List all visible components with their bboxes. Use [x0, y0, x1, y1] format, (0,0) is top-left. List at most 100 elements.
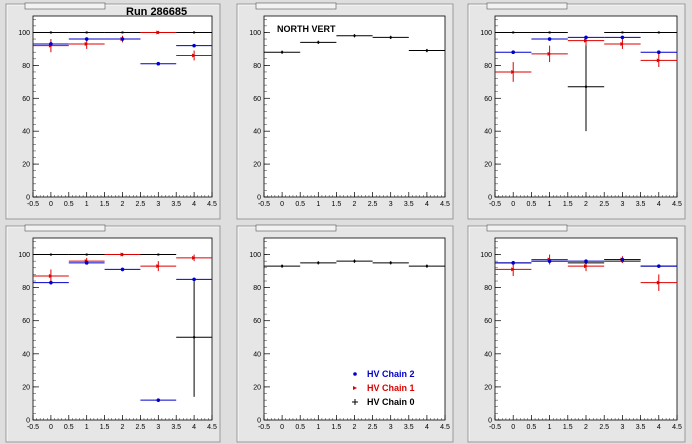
legend: HV Chain 2 HV Chain 1 HV Chain 0: [352, 369, 415, 407]
data-point: [85, 31, 88, 34]
data-point: [657, 50, 661, 54]
legend-entry-3: HV Chain 0: [352, 397, 415, 407]
legend-marker: [353, 372, 357, 376]
x-tick-label: 2: [353, 424, 357, 431]
y-tick-label: 0: [257, 195, 261, 202]
x-tick-label: 2: [121, 201, 125, 208]
data-point: [425, 49, 428, 52]
data-point: [584, 35, 588, 40]
x-tick-label: 3: [620, 424, 624, 431]
series-hv-chain-2: [495, 257, 677, 268]
x-tick-label: 4: [192, 201, 196, 208]
y-tick-label: 20: [253, 384, 261, 391]
x-tick-label: 2.5: [136, 424, 146, 431]
x-tick-label: 0: [49, 424, 53, 431]
y-tick-label: 100: [249, 30, 261, 37]
x-tick-label: 1.5: [100, 201, 110, 208]
data-point: [156, 264, 161, 269]
data-point: [584, 259, 588, 263]
y-tick-label: 40: [253, 351, 261, 358]
plot-area: [32, 237, 213, 421]
x-axis: -0.5 0 0.5 1 1.5 2 2.5 3 3.5 4 4.5: [489, 192, 682, 208]
y-tick-label: 0: [26, 195, 30, 202]
x-tick-label: 0: [280, 201, 284, 208]
data-point: [585, 85, 587, 88]
x-tick-label: 2.5: [368, 201, 378, 208]
plot-area: [263, 237, 446, 421]
data-point: [193, 31, 196, 34]
x-tick-label: 2: [121, 424, 125, 431]
x-tick-label: 1: [548, 424, 552, 431]
y-tick-label: 80: [253, 285, 261, 292]
y-tick-label: 80: [22, 63, 30, 70]
y-tick-label: 100: [480, 252, 492, 259]
legend-label: HV Chain 0: [367, 397, 415, 407]
legend-entry-1: HV Chain 2: [353, 369, 415, 379]
data-point: [511, 261, 515, 265]
x-tick-label: 1: [316, 424, 320, 431]
x-tick-label: 1: [85, 201, 89, 208]
y-tick-label: 80: [484, 63, 492, 70]
x-tick-label: 0.5: [295, 424, 305, 431]
histogram-title-tab: [255, 224, 337, 232]
y-axis: 0 20 40 60 80 100: [480, 19, 501, 202]
x-tick-label: 2.5: [599, 201, 609, 208]
y-tick-label: 60: [253, 318, 261, 325]
histogram-title-tab: [24, 2, 106, 10]
x-tick-label: 4: [192, 424, 196, 431]
x-tick-label: 3: [389, 424, 393, 431]
data-point: [156, 61, 161, 66]
x-tick-label: 0.5: [295, 201, 305, 208]
data-point: [120, 267, 125, 272]
x-tick-label: 4.5: [207, 201, 217, 208]
x-tick-label: -0.5: [258, 424, 270, 431]
x-axis: -0.5 0 0.5 1 1.5 2 2.5 3 3.5 4 4.5: [27, 415, 217, 431]
x-tick-label: 3.5: [636, 424, 646, 431]
data-point: [281, 265, 284, 268]
data-point: [48, 274, 53, 279]
series-hv-chain-0: [495, 31, 677, 132]
x-tick-label: 3: [156, 424, 160, 431]
x-tick-label: 1.5: [332, 424, 342, 431]
y-tick-label: 60: [22, 318, 30, 325]
data-point: [120, 252, 125, 257]
data-point: [620, 257, 625, 262]
x-tick-label: 4: [425, 424, 429, 431]
y-tick-label: 20: [253, 162, 261, 169]
y-tick-label: 60: [22, 96, 30, 103]
y-tick-label: 60: [484, 318, 492, 325]
x-tick-label: 4.5: [440, 201, 450, 208]
y-tick-label: 20: [22, 162, 30, 169]
x-tick-label: 1.5: [332, 201, 342, 208]
x-tick-label: -0.5: [489, 201, 501, 208]
data-point: [85, 253, 88, 256]
x-tick-label: 1.5: [563, 201, 573, 208]
y-axis: 0 20 40 60 80 100: [18, 19, 39, 202]
panels: -0.5 0 0.5 1 1.5 2 2.5 3 3.5 4 4.5020406080100-0.5…: [5, 2, 686, 443]
x-tick-label: 3.5: [404, 424, 414, 431]
series-hv-chain-0: [264, 259, 445, 268]
x-tick-label: 3: [620, 201, 624, 208]
y-tick-label: 20: [484, 162, 492, 169]
data-point: [156, 398, 161, 402]
histogram-title-tab: [486, 2, 568, 10]
data-point: [157, 253, 160, 256]
legend-entry-2: HV Chain 1: [353, 383, 415, 393]
x-tick-label: 0: [280, 424, 284, 431]
data-point: [49, 31, 52, 34]
data-point: [511, 267, 516, 272]
legend-label: HV Chain 2: [367, 369, 415, 379]
series-hv-chain-0: [264, 34, 445, 54]
x-tick-label: 0.5: [527, 201, 537, 208]
data-point: [192, 53, 197, 58]
x-tick-label: 1: [316, 201, 320, 208]
y-tick-label: 40: [253, 129, 261, 136]
y-tick-label: 20: [22, 384, 30, 391]
y-tick-label: 100: [249, 252, 261, 259]
